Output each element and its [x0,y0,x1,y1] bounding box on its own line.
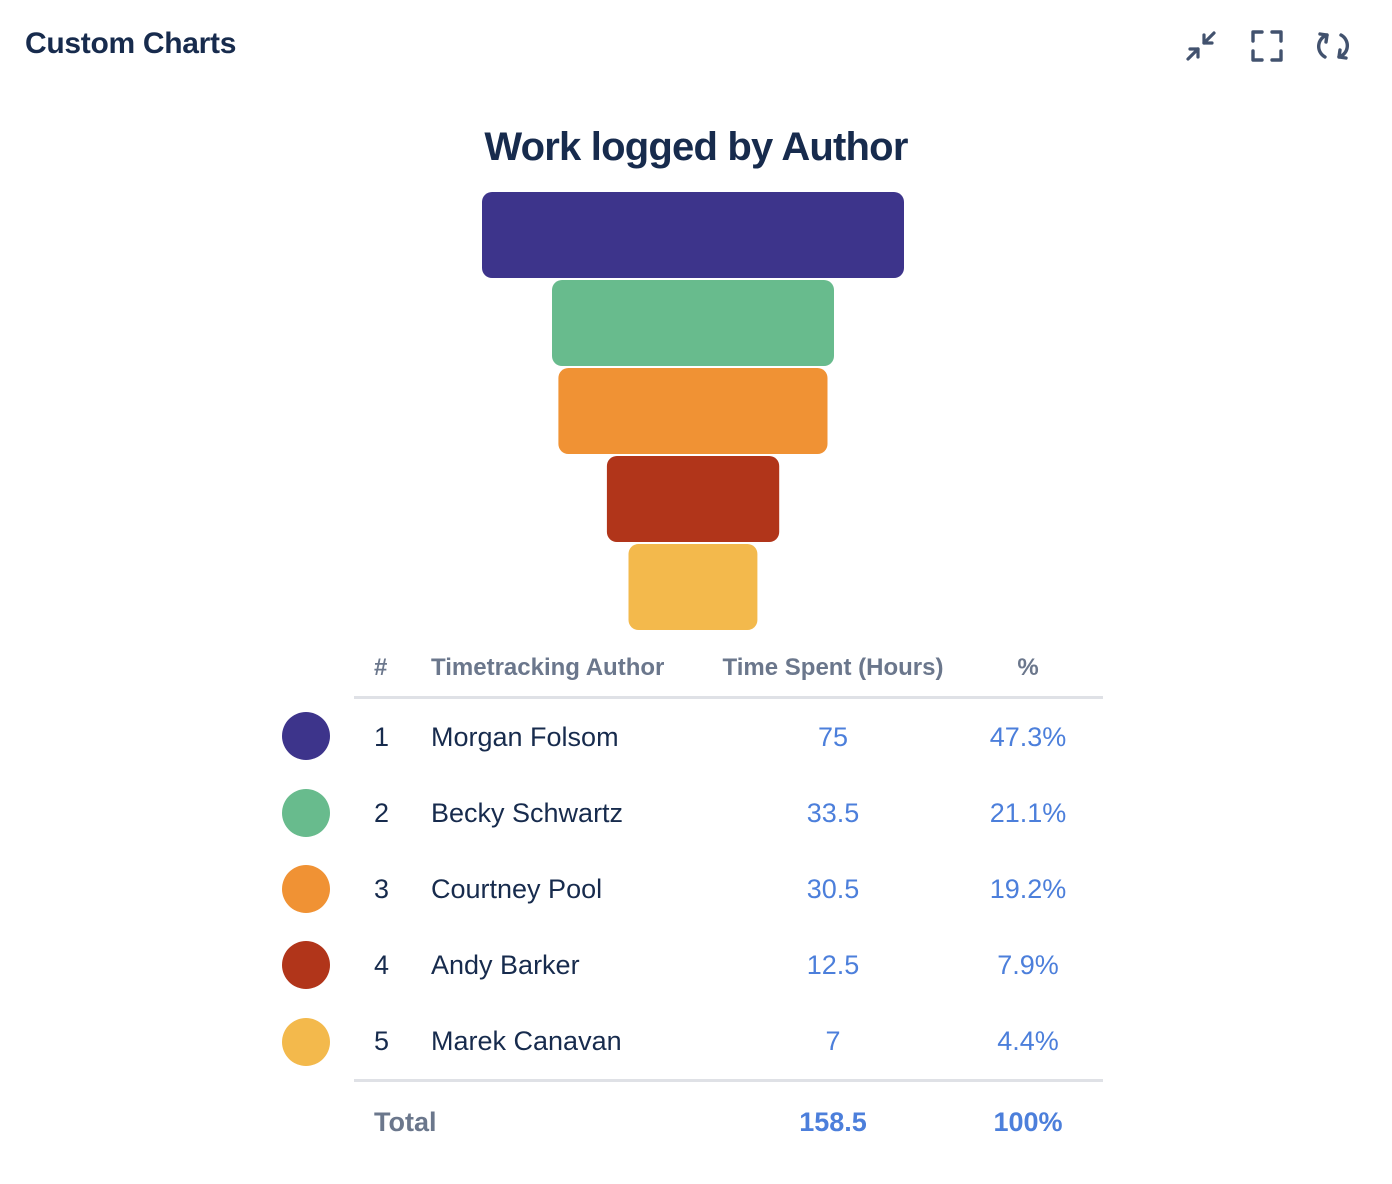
table-header-row: # Timetracking Author Time Spent (Hours)… [282,640,1103,699]
row-percent: 4.4% [997,1025,1059,1056]
row-percent: 21.1% [989,797,1067,828]
row-author: Courtney Pool [431,873,603,904]
header-time-spent: Time Spent (Hours) [713,640,953,699]
legend-swatch [282,1017,330,1066]
row-percent: 47.3% [989,721,1067,752]
refresh-icon [1317,32,1349,60]
total-time-spent: 158.5 [713,1079,953,1162]
funnel-chart [482,192,904,630]
funnel-bar-3[interactable] [558,368,828,454]
minimize-arrows-icon [1186,31,1216,61]
header-author: Timetracking Author [431,640,713,699]
row-time-spent: 75 [817,721,849,752]
header-rank: # [354,640,431,699]
funnel-bar-4[interactable] [606,456,780,542]
total-label: Total [354,1079,713,1162]
data-table: # Timetracking Author Time Spent (Hours)… [282,640,1103,1162]
row-author: Marek Canavan [431,1025,622,1056]
funnel-bar-2[interactable] [552,280,834,366]
row-author: Andy Barker [431,949,580,980]
fullscreen-button[interactable] [1248,26,1286,66]
row-rank: 2 [374,797,390,828]
legend-swatch [282,941,330,989]
table-row: 4 Andy Barker 12.5 7.9% [282,927,1103,1003]
header-swatch-spacer [282,640,354,698]
row-time-spent: 12.5 [806,949,860,980]
table-row: 1 Morgan Folsom 75 47.3% [282,698,1103,776]
row-percent: 19.2% [989,873,1067,904]
table-row: 2 Becky Schwartz 33.5 21.1% [282,775,1103,851]
header-percent: % [953,640,1103,699]
minimize-button[interactable] [1182,26,1220,66]
row-percent: 7.9% [997,949,1059,980]
legend-swatch [282,789,330,837]
funnel-bar-1[interactable] [482,192,904,278]
fullscreen-icon [1251,30,1283,62]
row-time-spent: 30.5 [806,873,860,904]
row-time-spent: 33.5 [806,797,860,828]
total-row: Total 158.5 100% [282,1079,1103,1162]
row-rank: 1 [374,721,390,752]
chart-title: Work logged by Author [484,125,908,169]
table-row: 5 Marek Canavan 7 4.4% [282,1003,1103,1081]
row-rank: 4 [374,949,390,980]
total-percent: 100% [953,1079,1103,1162]
row-rank: 3 [374,873,390,904]
app-title: Custom Charts [25,27,237,60]
table-row: 3 Courtney Pool 30.5 19.2% [282,851,1103,927]
legend-swatch [282,712,330,761]
row-author: Becky Schwartz [431,797,624,828]
legend-swatch [282,865,330,913]
refresh-button[interactable] [1314,26,1352,66]
row-time-spent: 7 [825,1025,841,1056]
row-author: Morgan Folsom [431,721,619,752]
row-rank: 5 [374,1025,390,1056]
toolbar [1182,26,1352,66]
funnel-bar-5[interactable] [628,544,758,630]
